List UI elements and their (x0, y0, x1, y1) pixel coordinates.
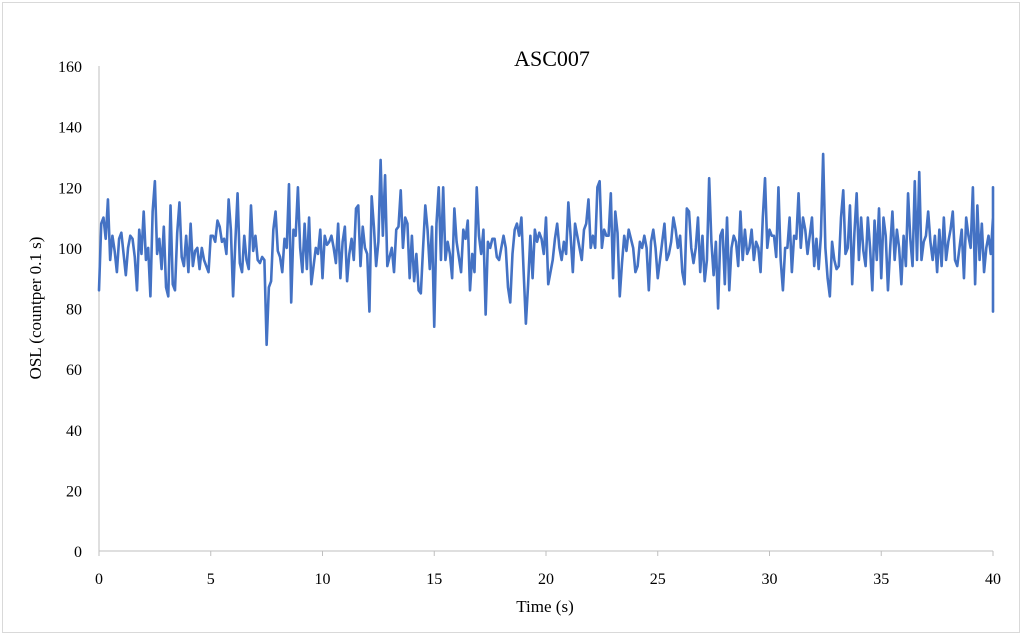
x-tick-label: 20 (538, 571, 554, 588)
y-tick-label: 0 (74, 544, 82, 561)
y-tick-label: 160 (58, 59, 82, 76)
tick-labels: 0 20 40 60 80 100 120 140 160 0 5 10 15 20 25 30 35 40 (58, 59, 1001, 588)
x-tick-label: 5 (207, 571, 215, 588)
y-tick-label: 120 (58, 180, 82, 197)
y-axis-title: OSL (countper 0.1 s) (26, 237, 45, 380)
y-tick-label: 100 (58, 241, 82, 258)
y-tick-label: 80 (66, 302, 82, 319)
series-line-0 (97, 152, 995, 347)
y-tick-label: 140 (58, 120, 82, 137)
series-layer (97, 152, 995, 347)
x-tick-label: 25 (650, 571, 666, 588)
chart-title: ASC007 (514, 46, 590, 71)
y-tick-label: 60 (66, 362, 82, 379)
x-axis-title: Time (s) (516, 597, 573, 616)
x-tick-label: 40 (985, 571, 1001, 588)
x-tick-label: 30 (762, 571, 778, 588)
y-tick-label: 20 (66, 483, 82, 500)
axes (98, 66, 994, 556)
y-tick-label: 40 (66, 423, 82, 440)
x-tick-label: 10 (315, 571, 331, 588)
x-tick-label: 35 (873, 571, 889, 588)
x-tick-label: 15 (426, 571, 442, 588)
x-tick-label: 0 (95, 571, 103, 588)
